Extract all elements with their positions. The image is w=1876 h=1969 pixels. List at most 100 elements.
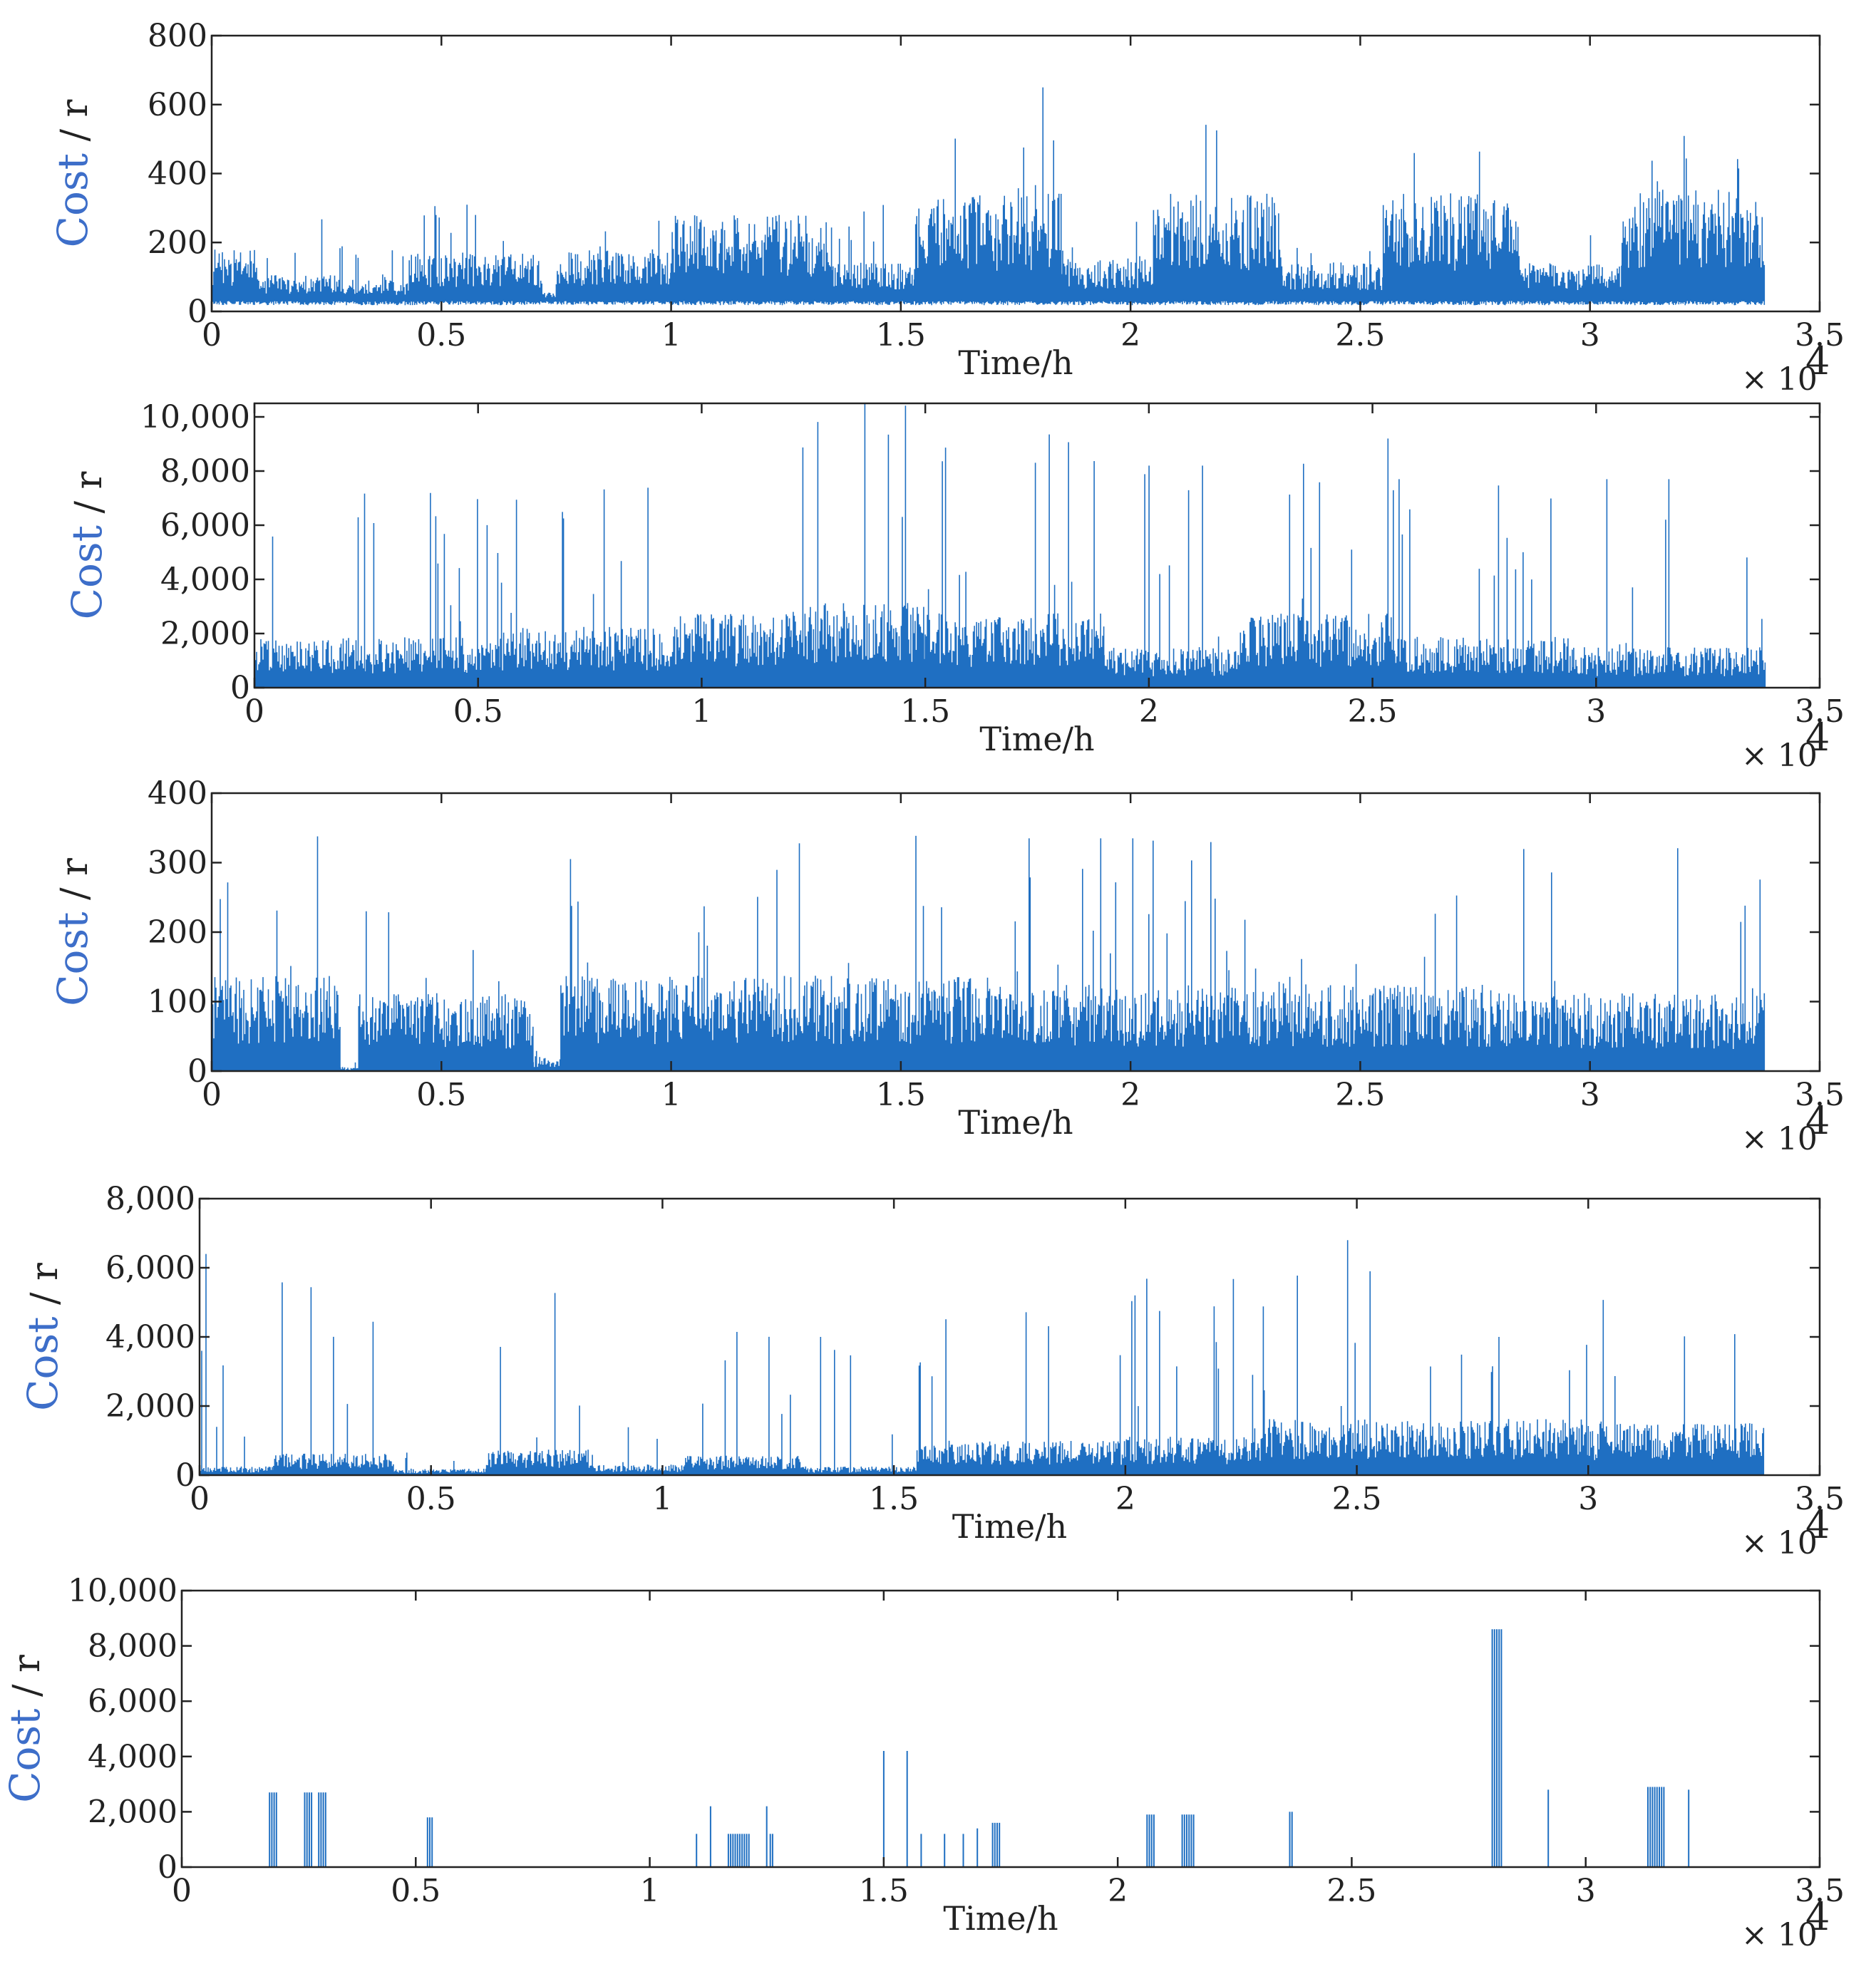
- axes-frame: [180, 1589, 1821, 1869]
- y-tick-label: 400: [148, 775, 207, 812]
- x-tick-label: 2: [1120, 1077, 1140, 1113]
- x-tick-label: 0: [202, 1077, 222, 1113]
- y-tick-label: 4,000: [160, 562, 250, 598]
- y-tick-label: 6,000: [105, 1250, 195, 1286]
- x-axis-multiplier-exponent: 4: [1805, 715, 1830, 760]
- series-spike: [727, 1834, 750, 1867]
- y-tick-label: 0: [158, 1849, 177, 1886]
- chart-panel-4: 0 0.5 1 1.5 2 2.5 3 3.5 0 2,000 4,000 6,000 8,000 Tim…: [19, 1181, 1845, 1561]
- x-tick-label: 1.5: [876, 1077, 926, 1113]
- x-axis-multiplier: × 10: [1741, 1917, 1818, 1953]
- y-axis-label-suffix: / r: [68, 471, 110, 525]
- x-axis-multiplier: × 10: [1741, 1121, 1818, 1157]
- x-tick-label: 0.5: [416, 317, 466, 353]
- y-tick-label: 8,000: [88, 1628, 177, 1665]
- x-axis-multiplier: × 10: [1741, 1525, 1818, 1561]
- x-tick-label: 3.5: [1795, 693, 1845, 730]
- x-axis-multiplier-exponent: 4: [1805, 1502, 1830, 1547]
- series-line-2: [254, 403, 1766, 688]
- x-tick-label: 2.5: [1332, 1481, 1382, 1517]
- x-tick-label: 0: [190, 1481, 210, 1517]
- series-spike: [991, 1822, 1001, 1867]
- y-axis-label: Cost / r: [1, 1655, 49, 1803]
- axes-frame: [253, 402, 1821, 689]
- y-tick-label: 300: [148, 845, 207, 882]
- y-tick-label: 100: [148, 984, 207, 1020]
- y-tick-label: 2,000: [88, 1794, 177, 1830]
- series-line-1: [211, 87, 1766, 306]
- x-tick-label: 0.5: [406, 1481, 456, 1517]
- y-axis-label: Cost / r: [19, 1263, 67, 1411]
- x-tick-label: 1.5: [876, 317, 926, 353]
- x-tick-label: 0: [202, 317, 222, 353]
- x-tick-label: 3.5: [1795, 1481, 1845, 1517]
- y-axis-label-suffix: / r: [53, 99, 96, 153]
- y-axis-label-prefix: Cost: [48, 153, 97, 247]
- x-tick-label: 3.5: [1795, 1077, 1845, 1113]
- x-axis-label: Time/h: [952, 1507, 1067, 1546]
- y-tick-label: 10,000: [68, 1573, 177, 1609]
- chart-panel-2: 0 0.5 1 1.5 2 2.5 3 3.5 0 2,000 4,000 6,000 8,000 10,…: [63, 399, 1845, 774]
- x-tick-label: 0.5: [391, 1873, 440, 1909]
- y-axis-label: Cost / r: [48, 99, 97, 247]
- series-spike: [269, 1792, 277, 1867]
- x-tick-label: 0.5: [416, 1077, 466, 1113]
- x-tick-label: 2.5: [1348, 693, 1398, 730]
- x-tick-label: 1: [640, 1873, 660, 1909]
- x-tick-label: 1.5: [869, 1481, 919, 1517]
- x-axis-label: Time/h: [979, 720, 1094, 758]
- y-tick-label: 0: [187, 1053, 207, 1090]
- y-tick-label: 4,000: [88, 1739, 177, 1775]
- x-tick-label: 2.5: [1326, 1873, 1376, 1909]
- y-tick-label: 0: [230, 670, 250, 706]
- x-tick-label: 2: [1115, 1481, 1135, 1517]
- x-tick-label: 2.5: [1335, 1077, 1385, 1113]
- series-spike: [1491, 1629, 1503, 1867]
- series-spike: [304, 1792, 313, 1867]
- y-axis-label: Cost / r: [48, 858, 97, 1006]
- series-spike: [769, 1834, 773, 1867]
- x-tick-label: 3: [1586, 693, 1606, 730]
- x-axis-label: Time/h: [943, 1899, 1058, 1938]
- y-axis-label-prefix: Cost: [63, 525, 111, 619]
- y-axis-label-suffix: / r: [53, 858, 96, 912]
- x-tick-label: 0: [244, 693, 264, 730]
- y-tick-label: 0: [175, 1457, 195, 1494]
- x-axis-label: Time/h: [958, 343, 1073, 382]
- series-spike: [1289, 1812, 1293, 1867]
- y-tick-label: 0: [187, 294, 207, 330]
- series-spike: [426, 1817, 433, 1867]
- series-line-3: [211, 835, 1766, 1071]
- x-axis-multiplier-exponent: 4: [1805, 1098, 1830, 1143]
- y-tick-label: 400: [148, 156, 207, 192]
- series-spike: [1647, 1787, 1665, 1867]
- x-tick-label: 2: [1108, 1873, 1128, 1909]
- y-tick-label: 800: [148, 18, 207, 54]
- y-tick-label: 10,000: [140, 399, 250, 435]
- y-tick-label: 200: [148, 914, 207, 951]
- x-tick-label: 3.5: [1795, 1873, 1845, 1909]
- y-tick-label: 8,000: [105, 1181, 195, 1217]
- x-tick-label: 3.5: [1795, 317, 1845, 353]
- x-axis-multiplier: × 10: [1741, 738, 1818, 774]
- x-tick-label: 1.5: [859, 1873, 909, 1909]
- x-tick-label: 3: [1580, 1077, 1600, 1113]
- y-axis-label-prefix: Cost: [19, 1317, 67, 1411]
- x-tick-label: 3: [1576, 1873, 1596, 1909]
- y-tick-label: 2,000: [160, 616, 250, 652]
- chart-panel-1: 0 0.5 1 1.5 2 2.5 3 3.5 0 200 400 600 800 Time/h × 104…: [48, 18, 1845, 398]
- x-tick-label: 1.5: [900, 693, 950, 730]
- x-axis-multiplier: × 10: [1741, 361, 1818, 398]
- x-tick-label: 1: [652, 1481, 672, 1517]
- chart-panel-5: 0 0.5 1 1.5 2 2.5 3 3.5 0 2,000 4,000 6,000 8,000 10,…: [1, 1573, 1845, 1953]
- x-tick-label: 1: [661, 1077, 681, 1113]
- series-line-4: [199, 1240, 1765, 1475]
- y-tick-label: 6,000: [160, 507, 250, 544]
- y-tick-label: 2,000: [105, 1388, 195, 1425]
- y-tick-label: 4,000: [105, 1319, 195, 1355]
- x-tick-label: 2.5: [1335, 317, 1385, 353]
- y-axis-label: Cost / r: [63, 471, 111, 619]
- y-axis-label-prefix: Cost: [48, 912, 97, 1006]
- chart-panel-3: 0 0.5 1 1.5 2 2.5 3 3.5 0 100 200 300 400 Time/h × 104…: [48, 775, 1845, 1157]
